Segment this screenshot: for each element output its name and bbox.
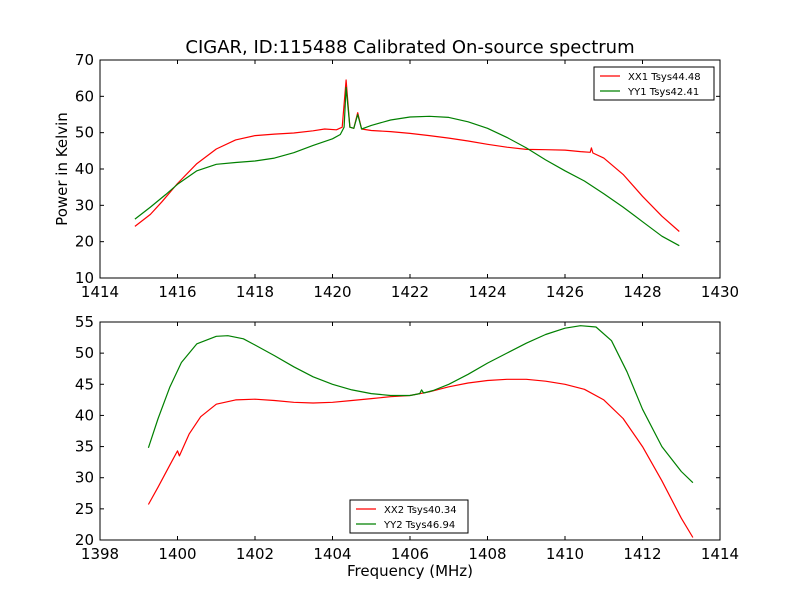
x-tick-label: 1428 — [623, 283, 661, 301]
y-tick-label: 30 — [75, 196, 94, 214]
x-tick-label: 1406 — [391, 545, 429, 563]
x-tick-label: 1412 — [623, 545, 661, 563]
y-tick-label: 30 — [75, 469, 94, 487]
x-tick-label: 1418 — [236, 283, 274, 301]
chart-title: CIGAR, ID:115488 Calibrated On-source sp… — [185, 37, 634, 58]
legend-entry: XX1 Tsys44.48 — [628, 72, 701, 83]
y-tick-label: 70 — [75, 51, 94, 69]
bottom-panel: 1398 1400 1402 1404 1406 1408 1410 1412 1414 20 25… — [75, 313, 739, 563]
legend-entry: YY1 Tsys42.41 — [627, 87, 699, 98]
series-line-2-2 — [147, 325, 694, 484]
x-tick-label: 1414 — [701, 545, 739, 563]
x-tick-label: 1416 — [158, 283, 196, 301]
x-tick-label: 1426 — [546, 283, 584, 301]
x-tick-label: 1408 — [468, 545, 506, 563]
legend-entry: XX2 Tsys40.34 — [384, 505, 457, 516]
y-tick-label: 25 — [75, 500, 94, 518]
x-tick-label: 1414 — [81, 283, 119, 301]
x-tick-label: 1424 — [468, 283, 506, 301]
y-tick-label: 50 — [75, 344, 94, 362]
y-tick-label: 20 — [75, 233, 94, 251]
series-line-1-1 — [134, 79, 680, 232]
legend-box — [593, 66, 715, 101]
x-tick-label: 1422 — [391, 283, 429, 301]
legend-entry: YY2 Tsys46.94 — [383, 520, 455, 531]
y-tick-label: 55 — [75, 313, 94, 331]
x-tick-label: 1420 — [313, 283, 351, 301]
y-tick-label: 20 — [75, 531, 94, 549]
y-tick-label: 40 — [75, 160, 94, 178]
x-tick-label: 1410 — [546, 545, 584, 563]
y-tick-label: 50 — [75, 124, 94, 142]
series-line-2-1 — [147, 378, 694, 538]
x-tick-label: 1398 — [81, 545, 119, 563]
x-axis-label: Frequency (MHz) — [347, 562, 473, 580]
top-panel: 1414 1416 1418 1420 1422 1424 1426 1428 1430 10 20… — [53, 51, 739, 301]
y-tick-label: 10 — [75, 269, 94, 287]
x-tick-label: 1400 — [158, 545, 196, 563]
y-tick-label: 45 — [75, 375, 94, 393]
y-tick-label: 60 — [75, 87, 94, 105]
x-tick-label: 1402 — [236, 545, 274, 563]
series-line-1-2 — [134, 86, 680, 247]
y-tick-label: 40 — [75, 406, 94, 424]
y-axis-label: Power in Kelvin — [53, 112, 71, 226]
x-tick-label: 1430 — [701, 283, 739, 301]
legend-box — [349, 499, 469, 534]
x-tick-label: 1404 — [313, 545, 351, 563]
y-tick-label: 35 — [75, 438, 94, 456]
